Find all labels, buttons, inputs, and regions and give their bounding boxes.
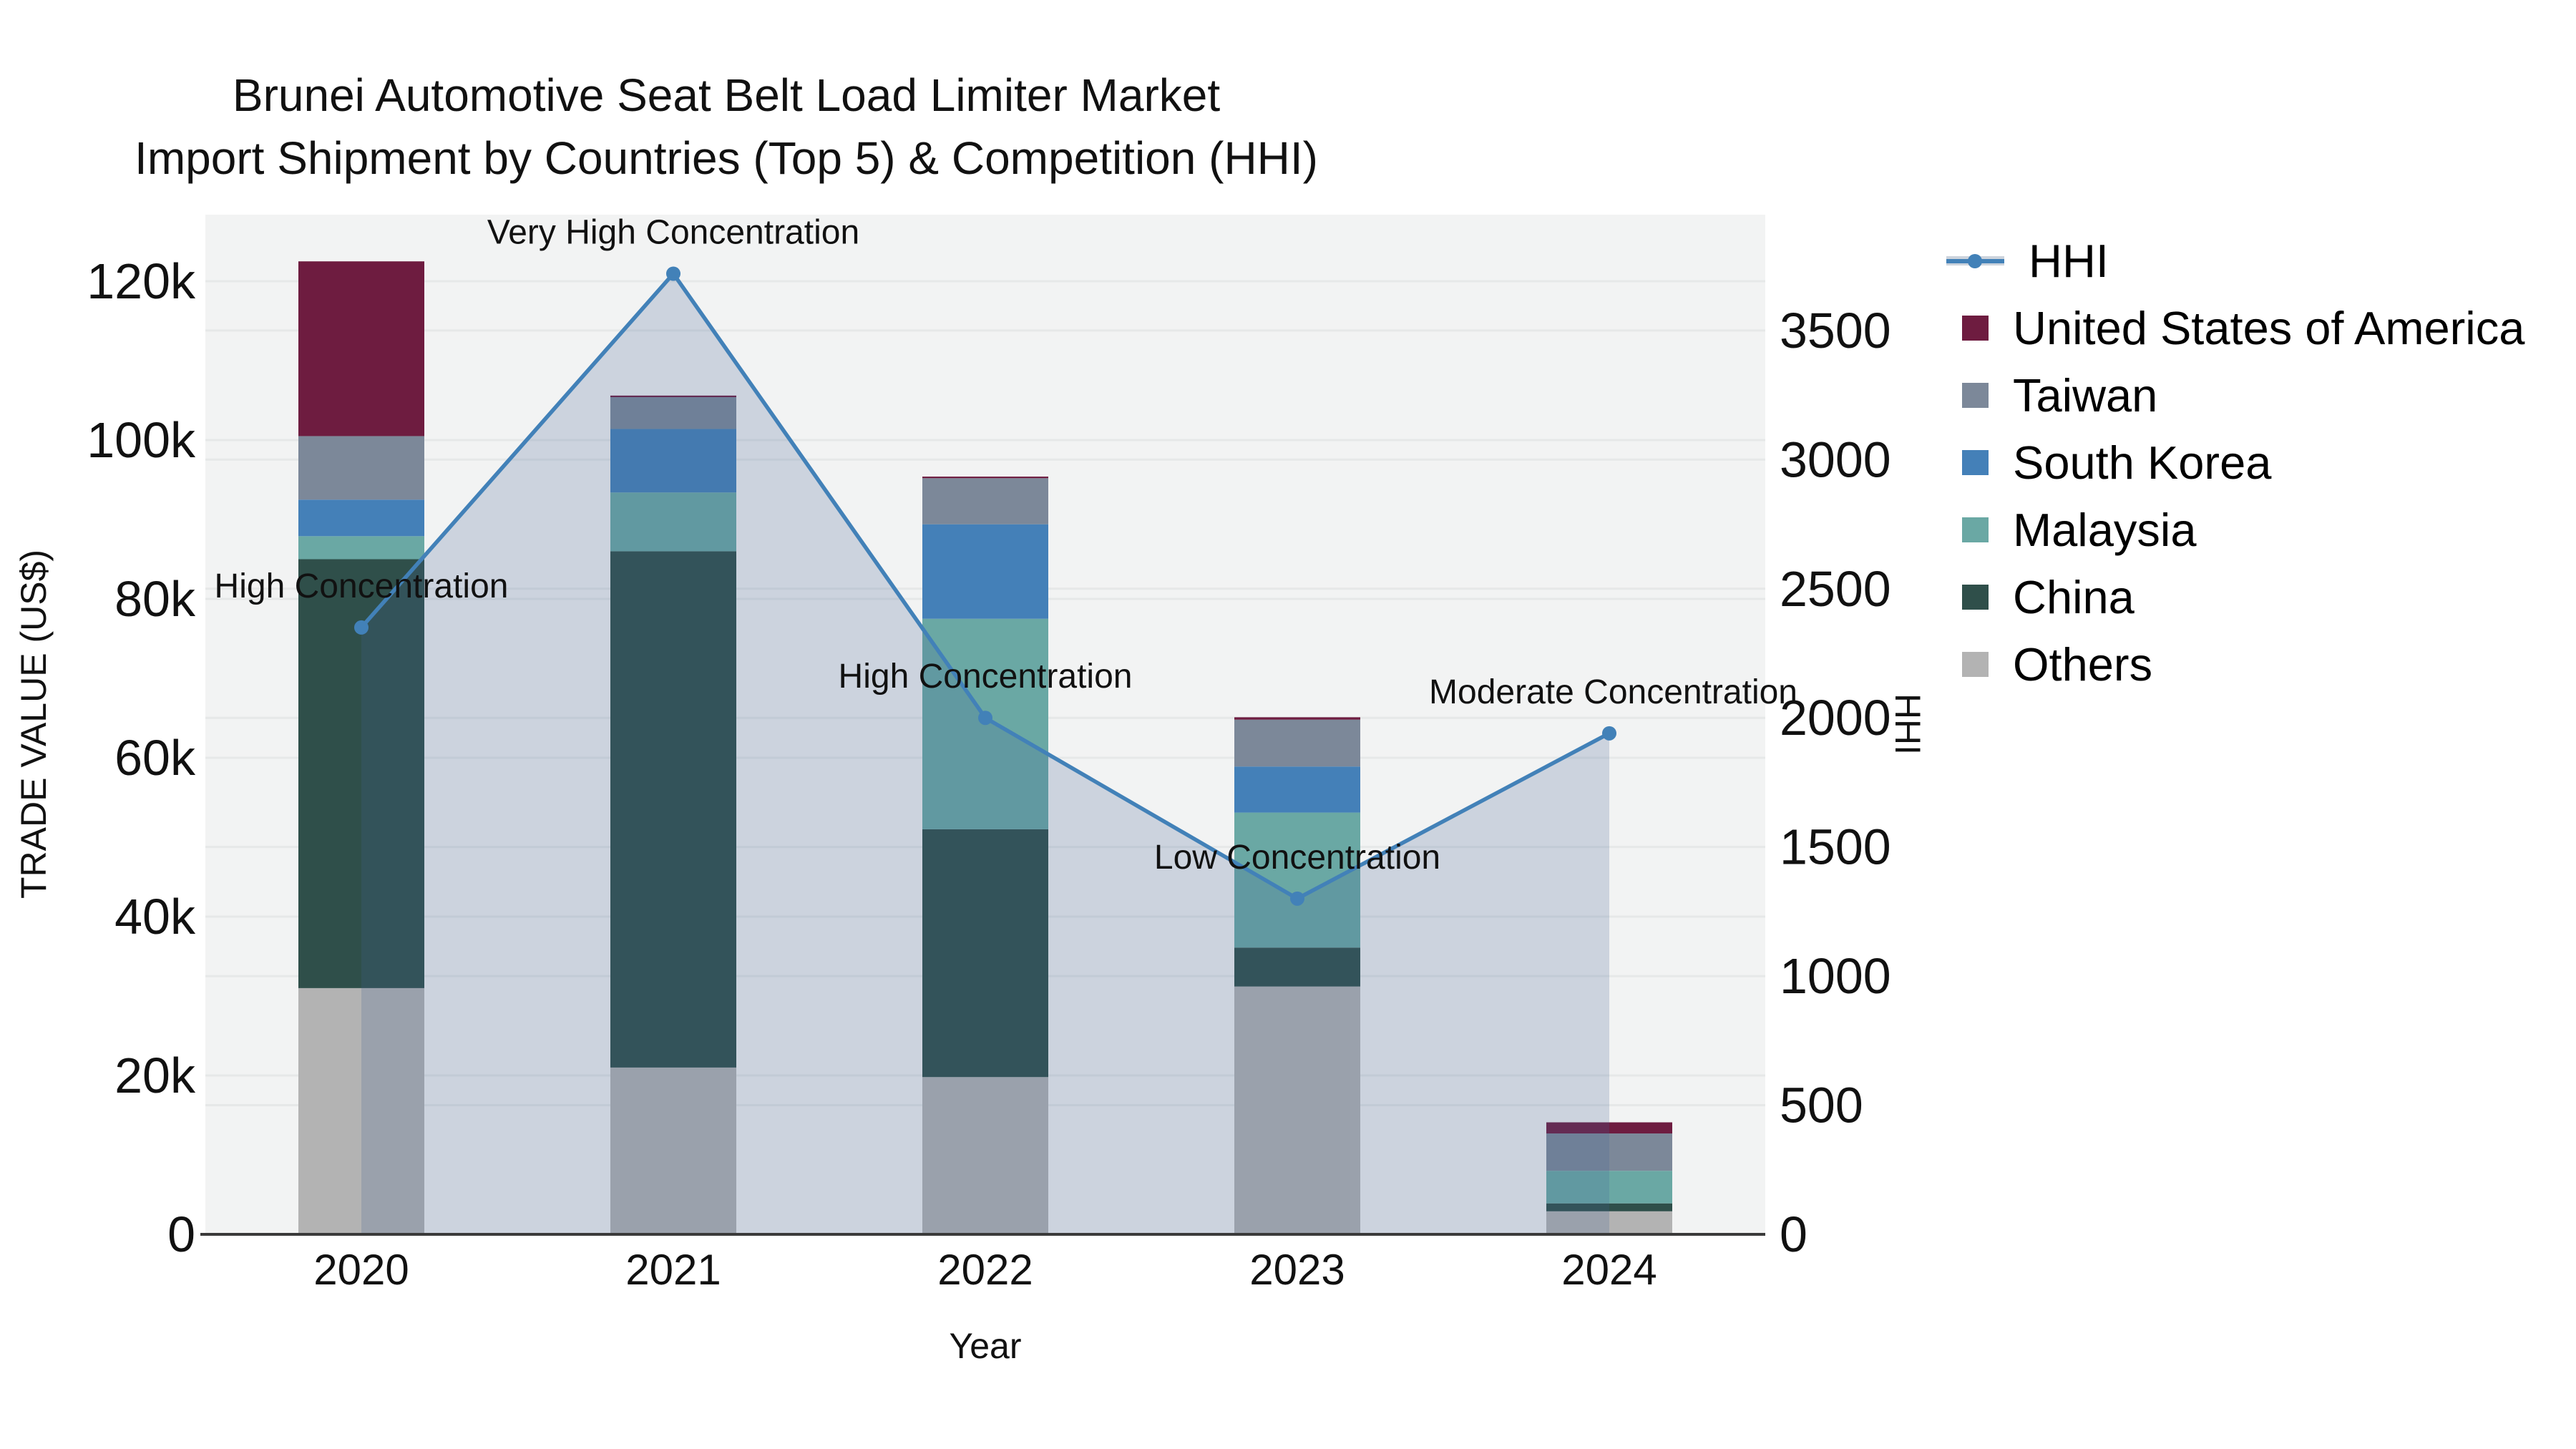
hhi-line-sample-icon [1946, 248, 2004, 273]
hhi-area-fill [361, 273, 1609, 1234]
legend-label: China [2013, 570, 2135, 623]
chart-title-line2: Import Shipment by Countries (Top 5) & C… [135, 132, 1318, 184]
y-left-tick-0: 0 [167, 1206, 195, 1262]
x-tick-2022: 2022 [937, 1246, 1033, 1294]
bar-segment-malaysia-2020[interactable] [298, 536, 424, 560]
legend-item-south-korea[interactable]: South Korea [1945, 429, 2524, 496]
chart-title-line1: Brunei Automotive Seat Belt Load Limiter… [232, 69, 1221, 121]
hhi-marker-2022[interactable] [978, 711, 992, 726]
bar-segment-others-2023[interactable] [1234, 986, 1360, 1234]
annotation-2022: High Concentration [839, 658, 1133, 696]
bar-segment-united-states-of-america-2020[interactable] [298, 261, 424, 436]
bar-segment-south-korea-2023[interactable] [1234, 766, 1360, 813]
y-left-tick-120k: 120k [87, 253, 196, 309]
legend-swatch-icon [1962, 382, 1989, 408]
legend-item-others[interactable]: Others [1945, 630, 2524, 698]
bar-segment-china-2021[interactable] [610, 551, 736, 1068]
y-right-tick-2500: 2500 [1780, 561, 1891, 617]
x-tick-2024: 2024 [1561, 1246, 1657, 1294]
bar-segment-united-states-of-america-2022[interactable] [922, 477, 1048, 479]
legend-label: HHI [2029, 234, 2109, 287]
legend-item-hhi[interactable]: HHI [1945, 227, 2524, 294]
x-tick-2021: 2021 [625, 1246, 721, 1294]
y-left-tick-100k: 100k [87, 412, 196, 468]
bar-segment-china-2023[interactable] [1234, 947, 1360, 987]
bar-segment-taiwan-2021[interactable] [610, 397, 736, 429]
legend-swatch-icon [1962, 449, 1989, 475]
legend-label: Others [2013, 638, 2153, 691]
annotation-2023: Low Concentration [1154, 839, 1440, 877]
y-right-tick-3500: 3500 [1780, 303, 1891, 358]
bar-segment-malaysia-2024[interactable] [1546, 1171, 1672, 1204]
y-left-tick-40k: 40k [114, 889, 196, 945]
bar-segment-united-states-of-america-2021[interactable] [610, 395, 736, 398]
legend-label: Taiwan [2013, 369, 2158, 421]
y-left-tick-80k: 80k [114, 571, 196, 627]
y-right-tick-500: 500 [1780, 1078, 1863, 1133]
bar-segment-others-2022[interactable] [922, 1077, 1048, 1234]
annotation-2024: Moderate Concentration [1429, 673, 1797, 711]
y-right-tick-1000: 1000 [1780, 948, 1891, 1004]
annotation-2020: High Concentration [215, 567, 509, 605]
legend-swatch-icon [1962, 651, 1989, 677]
bar-segment-malaysia-2023[interactable] [1234, 812, 1360, 948]
y-axis-title-left: TRADE VALUE (US$) [14, 549, 54, 899]
legend-swatch-icon [1962, 584, 1989, 610]
hhi-marker-2024[interactable] [1602, 726, 1616, 741]
bar-segment-taiwan-2022[interactable] [922, 478, 1048, 525]
legend-item-china[interactable]: China [1945, 563, 2524, 630]
bar-segment-united-states-of-america-2024[interactable] [1546, 1122, 1672, 1134]
bar-segment-south-korea-2022[interactable] [922, 524, 1048, 619]
bar-segment-south-korea-2020[interactable] [298, 499, 424, 537]
legend-swatch-icon [1962, 315, 1989, 341]
legend-label: South Korea [2013, 436, 2272, 489]
bar-segment-china-2024[interactable] [1546, 1203, 1672, 1211]
y-left-tick-20k: 20k [114, 1048, 196, 1103]
bar-segment-united-states-of-america-2023[interactable] [1234, 717, 1360, 720]
bar-segment-taiwan-2024[interactable] [1546, 1133, 1672, 1171]
bar-segment-south-korea-2021[interactable] [610, 429, 736, 493]
hhi-marker-2020[interactable] [354, 620, 369, 635]
bar-segment-malaysia-2021[interactable] [610, 492, 736, 552]
y-right-tick-3000: 3000 [1780, 431, 1891, 487]
bar-segment-taiwan-2023[interactable] [1234, 719, 1360, 767]
bar-segment-others-2020[interactable] [298, 987, 424, 1234]
hhi-marker-2021[interactable] [666, 266, 680, 281]
legend-item-united-states-of-america[interactable]: United States of America [1945, 294, 2524, 361]
bar-segment-others-2021[interactable] [610, 1067, 736, 1234]
bar-segment-taiwan-2020[interactable] [298, 436, 424, 500]
y-right-tick-1500: 1500 [1780, 819, 1891, 875]
legend: HHI United States of America Taiwan South K… [1945, 227, 2524, 698]
legend-label: United States of America [2013, 301, 2525, 354]
y-left-tick-60k: 60k [114, 730, 196, 786]
x-axis-title: Year [949, 1326, 1022, 1366]
annotation-2021: Very High Concentration [487, 213, 859, 251]
legend-swatch-icon [1962, 517, 1989, 542]
legend-item-malaysia[interactable]: Malaysia [1945, 496, 2524, 563]
hhi-marker-2023[interactable] [1290, 891, 1304, 906]
y-axis-title-right: HHI [1888, 693, 1928, 756]
x-tick-2023: 2023 [1249, 1246, 1345, 1294]
legend-label: Malaysia [2013, 503, 2197, 556]
y-right-tick-2000: 2000 [1780, 690, 1891, 746]
y-right-tick-0: 0 [1780, 1206, 1807, 1262]
x-tick-2020: 2020 [313, 1246, 409, 1294]
bar-segment-china-2022[interactable] [922, 829, 1048, 1078]
bar-segment-others-2024[interactable] [1546, 1211, 1672, 1234]
legend-item-taiwan[interactable]: Taiwan [1945, 361, 2524, 429]
